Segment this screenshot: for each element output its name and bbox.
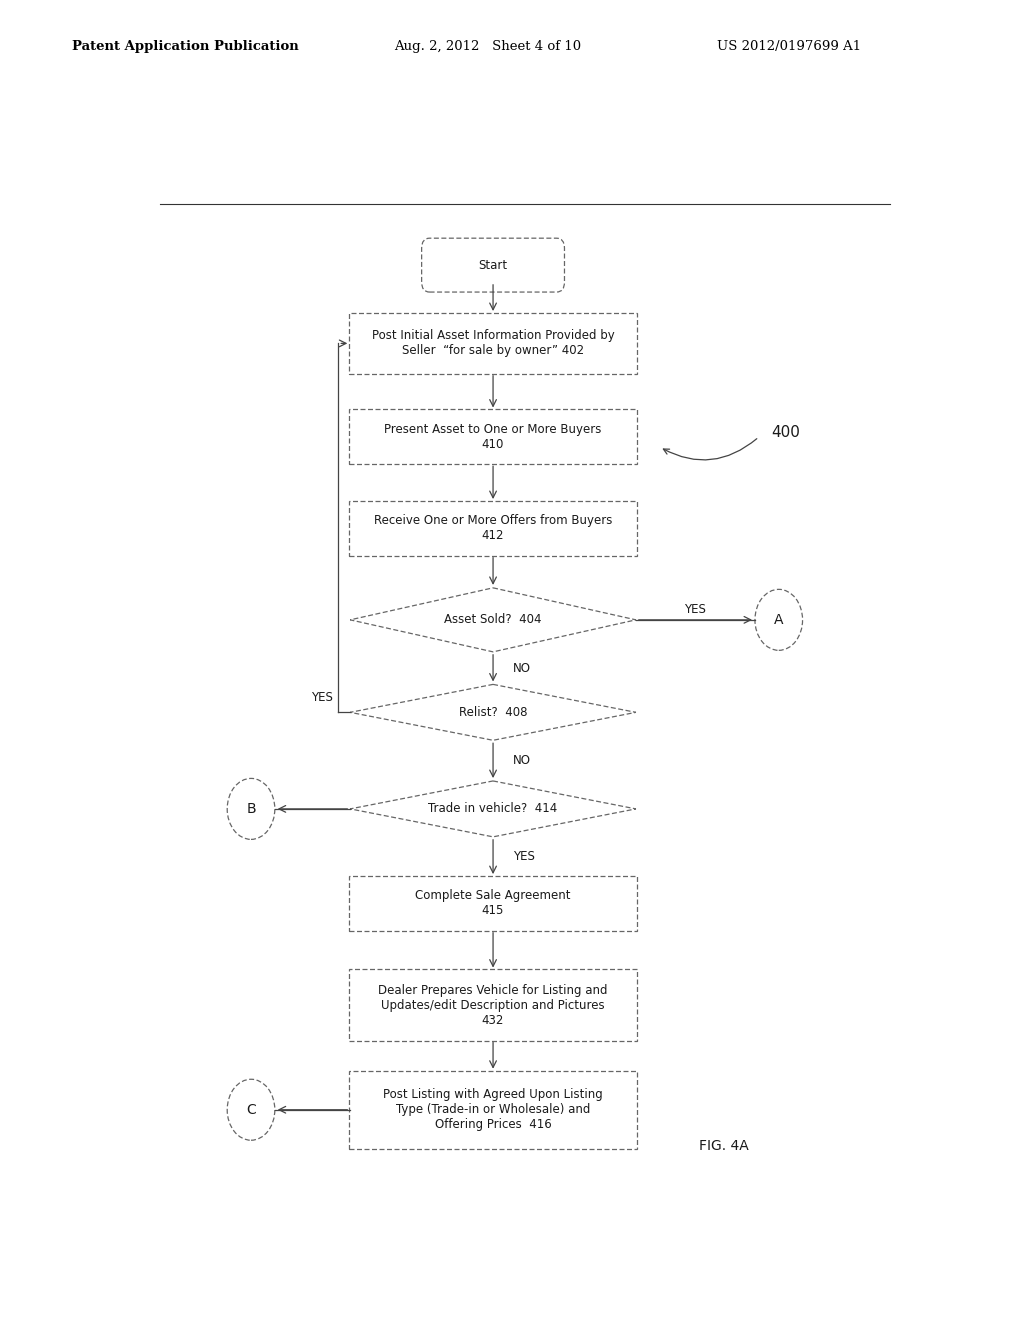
Text: YES: YES: [311, 690, 334, 704]
Text: Trade in vehicle?  414: Trade in vehicle? 414: [428, 803, 558, 816]
Text: 400: 400: [771, 425, 800, 441]
Text: NO: NO: [513, 661, 530, 675]
FancyBboxPatch shape: [349, 500, 637, 556]
Circle shape: [227, 1080, 274, 1140]
Text: Asset Sold?  404: Asset Sold? 404: [444, 614, 542, 627]
Text: A: A: [774, 612, 783, 627]
Polygon shape: [350, 587, 636, 652]
Text: Patent Application Publication: Patent Application Publication: [72, 40, 298, 53]
Text: B: B: [246, 801, 256, 816]
FancyBboxPatch shape: [349, 1071, 637, 1148]
FancyBboxPatch shape: [349, 313, 637, 374]
Text: FIG. 4A: FIG. 4A: [699, 1139, 750, 1154]
Text: C: C: [246, 1102, 256, 1117]
Text: Dealer Prepares Vehicle for Listing and
Updates/edit Description and Pictures
43: Dealer Prepares Vehicle for Listing and …: [378, 983, 608, 1027]
Text: Start: Start: [478, 259, 508, 272]
Text: NO: NO: [513, 754, 530, 767]
Text: Present Asset to One or More Buyers
410: Present Asset to One or More Buyers 410: [384, 422, 602, 451]
Text: Receive One or More Offers from Buyers
412: Receive One or More Offers from Buyers 4…: [374, 515, 612, 543]
Circle shape: [755, 589, 803, 651]
FancyBboxPatch shape: [349, 876, 637, 931]
Text: Post Initial Asset Information Provided by
Seller  “for sale by owner” 402: Post Initial Asset Information Provided …: [372, 330, 614, 358]
Text: Post Listing with Agreed Upon Listing
Type (Trade-in or Wholesale) and
Offering : Post Listing with Agreed Upon Listing Ty…: [383, 1088, 603, 1131]
FancyBboxPatch shape: [349, 969, 637, 1040]
Polygon shape: [350, 781, 636, 837]
FancyBboxPatch shape: [349, 409, 637, 465]
FancyBboxPatch shape: [422, 238, 564, 292]
Text: Aug. 2, 2012   Sheet 4 of 10: Aug. 2, 2012 Sheet 4 of 10: [394, 40, 582, 53]
Text: YES: YES: [513, 850, 535, 863]
Text: Relist?  408: Relist? 408: [459, 706, 527, 719]
Polygon shape: [350, 684, 636, 741]
Text: US 2012/0197699 A1: US 2012/0197699 A1: [717, 40, 861, 53]
Circle shape: [227, 779, 274, 840]
Text: YES: YES: [684, 603, 707, 616]
Text: Complete Sale Agreement
415: Complete Sale Agreement 415: [416, 890, 570, 917]
